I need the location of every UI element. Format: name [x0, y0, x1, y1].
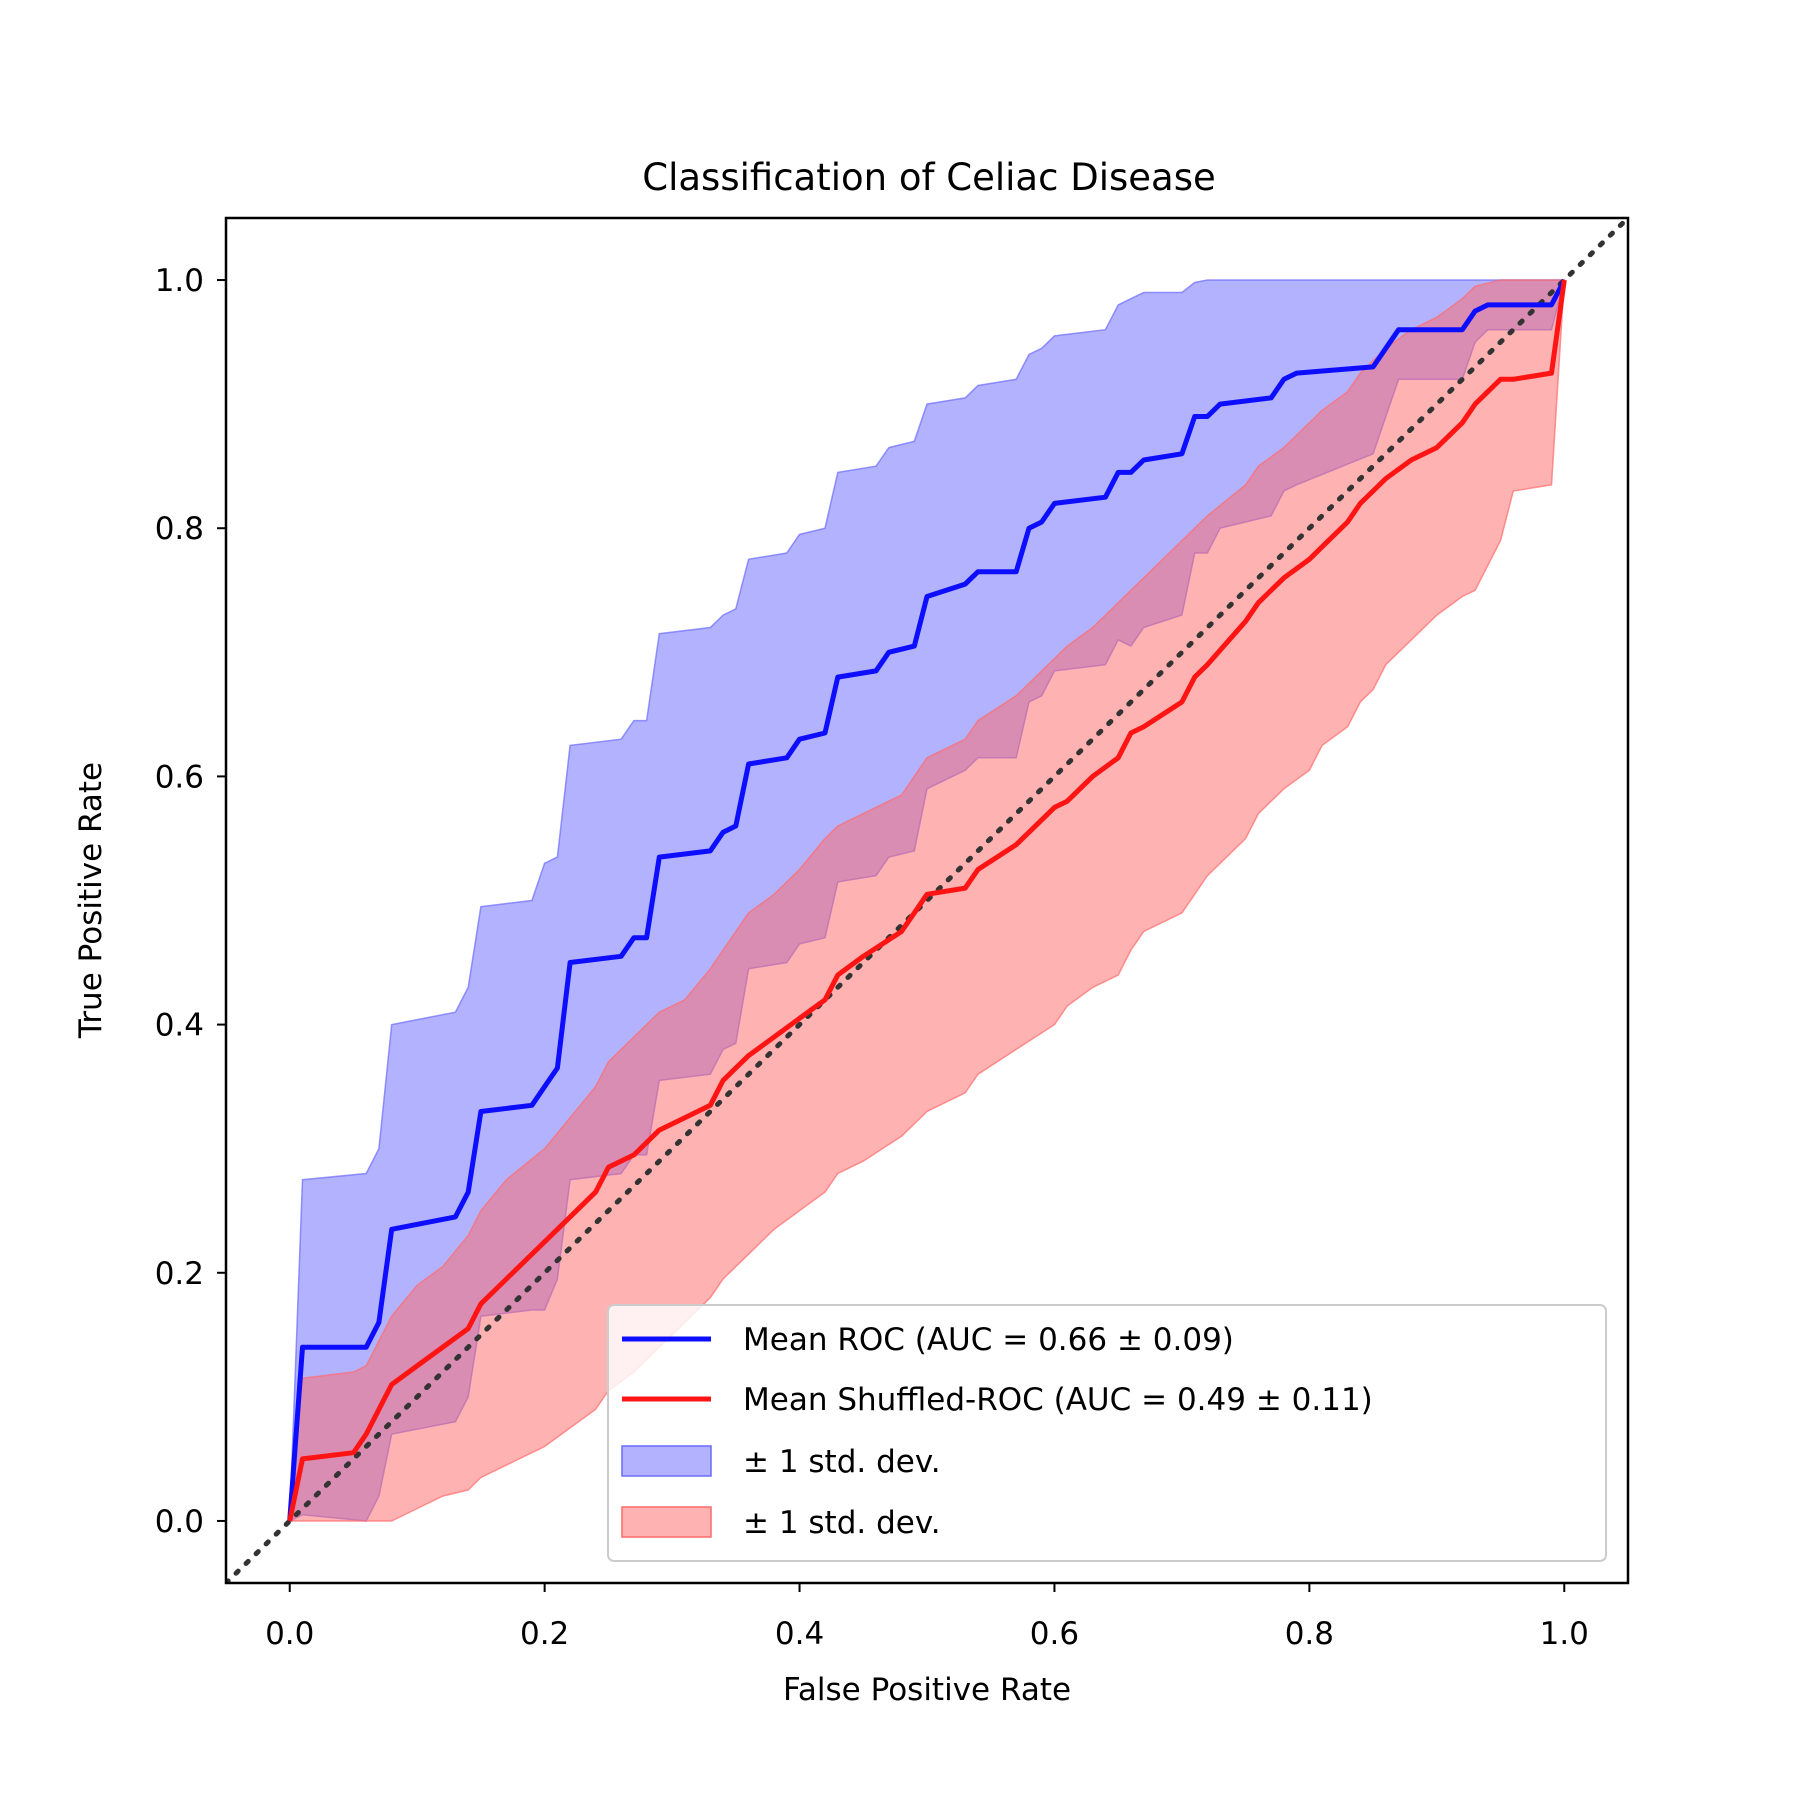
- y-axis-label: True Positive Rate: [73, 762, 109, 1039]
- x-tick-label: 0.4: [775, 1616, 824, 1652]
- chart-title: Classification of Celiac Disease: [642, 156, 1215, 199]
- legend: Mean ROC (AUC = 0.66 ± 0.09) Mean Shuffle…: [607, 1304, 1607, 1562]
- y-tick-label: 0.0: [155, 1504, 204, 1540]
- mean-shuffled-roc-line: [287, 279, 1567, 1522]
- y-tick-label: 0.8: [155, 511, 204, 547]
- legend-std-band-shuffled-label: ± 1 std. dev.: [743, 1505, 941, 1541]
- y-tick-label: 0.4: [155, 1008, 204, 1044]
- x-tick-label: 0.6: [1030, 1616, 1079, 1652]
- chance-diagonal-line: [226, 218, 1628, 1583]
- x-tick-label: 0.2: [520, 1616, 569, 1652]
- axis-ticks: 0.0 0.2 0.4 0.6 0.8 1.0 0.0 0.2 0.4 0.6 0.8 1.0: [155, 263, 1589, 1652]
- mean-roc-line: [287, 278, 1567, 1522]
- legend-std-band-roc-swatch: [621, 1445, 712, 1477]
- legend-std-band-roc-label: ± 1 std. dev.: [743, 1444, 941, 1480]
- y-tick-label: 0.2: [155, 1256, 204, 1292]
- x-tick-label: 1.0: [1540, 1616, 1589, 1652]
- x-tick-label: 0.0: [265, 1616, 314, 1652]
- y-tick-label: 0.6: [155, 759, 204, 795]
- legend-mean-shuffled-roc-label: Mean Shuffled-ROC (AUC = 0.49 ± 0.11): [743, 1382, 1373, 1418]
- legend-mean-roc-label: Mean ROC (AUC = 0.66 ± 0.09): [743, 1322, 1234, 1358]
- plot-frame: [224, 216, 1630, 1585]
- legend-std-band-shuffled-swatch: [621, 1506, 712, 1538]
- x-axis-label: False Positive Rate: [783, 1672, 1071, 1708]
- y-tick-label: 1.0: [155, 263, 204, 299]
- legend-box: [607, 1304, 1607, 1562]
- plot-area: [226, 218, 1628, 1583]
- x-tick-label: 0.8: [1285, 1616, 1334, 1652]
